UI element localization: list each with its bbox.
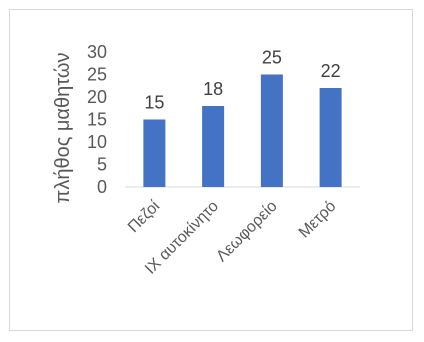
bar	[260, 74, 283, 187]
y-tick-label: 10	[87, 132, 107, 152]
data-label: 22	[321, 61, 341, 81]
y-tick-label: 20	[87, 87, 107, 107]
y-tick-label: 0	[97, 177, 107, 197]
y-tick-label: 25	[87, 65, 107, 85]
bar	[143, 119, 166, 187]
data-label: 15	[144, 93, 164, 113]
category-label: Λεωφορείο	[213, 198, 280, 265]
y-axis-title: πλήθος μαθητών	[52, 53, 74, 204]
category-label: Πεζοί	[125, 197, 164, 236]
bars	[143, 74, 342, 187]
y-tick-label: 30	[87, 42, 107, 62]
data-label: 25	[262, 48, 282, 68]
bar	[319, 88, 342, 187]
data-label: 18	[203, 79, 223, 99]
category-label: Μετρό	[296, 198, 340, 242]
y-tick-label: 15	[87, 110, 107, 130]
data-labels: 15 18 25 22	[144, 48, 340, 113]
bar	[202, 106, 225, 187]
y-tick-label: 5	[97, 155, 107, 175]
